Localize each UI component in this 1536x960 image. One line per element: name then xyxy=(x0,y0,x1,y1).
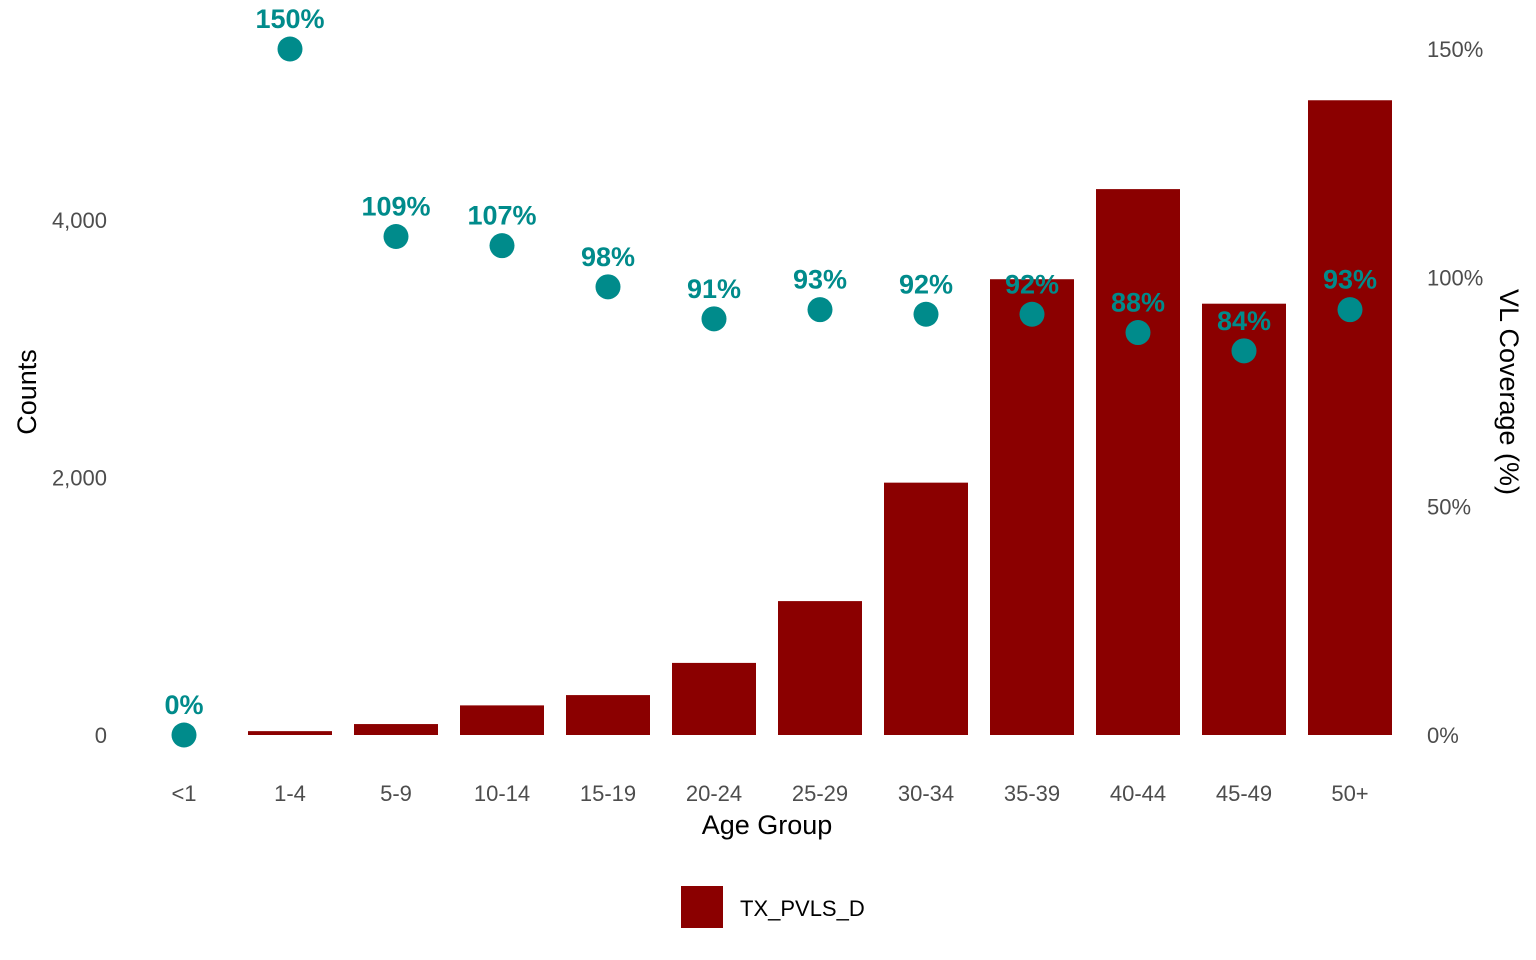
y-axis-left-ticks: 0 2,000 4,000 xyxy=(52,208,107,748)
x-tick-label: 1-4 xyxy=(274,781,306,806)
bar-series xyxy=(248,100,1392,736)
point-label-1-4: 150% xyxy=(255,4,324,34)
point-label-50+: 93% xyxy=(1323,265,1377,295)
point-40-44 xyxy=(1125,320,1151,346)
x-tick-label: 50+ xyxy=(1331,781,1368,806)
y-right-tick-label: 50% xyxy=(1427,494,1471,519)
x-tick-label: 5-9 xyxy=(380,781,412,806)
x-tick-label: 35-39 xyxy=(1004,781,1060,806)
point-label-40-44: 88% xyxy=(1111,288,1165,318)
bar-35-39 xyxy=(990,279,1074,735)
x-tick-label: 40-44 xyxy=(1110,781,1166,806)
bar-15-19 xyxy=(566,695,650,735)
bar-40-44 xyxy=(1096,189,1180,736)
x-tick-label: 20-24 xyxy=(686,781,742,806)
point-label-10-14: 107% xyxy=(467,201,536,231)
point-label-5-9: 109% xyxy=(361,192,430,222)
bar-1-4 xyxy=(248,731,332,735)
point-45-49 xyxy=(1231,338,1257,364)
y-axis-right-ticks: 0% 50% 100% 150% xyxy=(1427,37,1483,748)
point-35-39 xyxy=(1019,301,1045,327)
point-label-35-39: 92% xyxy=(1005,269,1059,299)
x-tick-label: 30-34 xyxy=(898,781,954,806)
x-tick-label: 10-14 xyxy=(474,781,530,806)
y-left-tick-label: 4,000 xyxy=(52,208,107,233)
point-10-14 xyxy=(489,233,515,259)
point-label-15-19: 98% xyxy=(581,242,635,272)
legend-label-tx-pvls-d: TX_PVLS_D xyxy=(740,896,865,921)
y-left-tick-label: 0 xyxy=(95,723,107,748)
x-tick-label: 45-49 xyxy=(1216,781,1272,806)
y-right-tick-label: 150% xyxy=(1427,37,1483,62)
x-axis-title: Age Group xyxy=(702,810,833,840)
x-tick-label: 15-19 xyxy=(580,781,636,806)
point-30-34 xyxy=(913,301,939,327)
bar-30-34 xyxy=(884,482,968,735)
y-right-tick-label: 100% xyxy=(1427,266,1483,291)
point-label-45-49: 84% xyxy=(1217,306,1271,336)
legend-key-tx-pvls-d xyxy=(681,886,723,928)
x-axis-ticks: <1 1-4 5-9 10-14 15-19 20-24 25-29 30-34 35-39 40… xyxy=(171,781,1368,806)
bar-45-49 xyxy=(1202,303,1286,735)
point-label-20-24: 91% xyxy=(687,274,741,304)
point-1-4 xyxy=(277,36,303,62)
x-tick-label: 25-29 xyxy=(792,781,848,806)
bar-5-9 xyxy=(354,724,438,735)
point-50+ xyxy=(1337,297,1363,323)
y-axis-right-title: VL Coverage (%) xyxy=(1494,289,1524,495)
point-<1 xyxy=(171,722,197,748)
point-label-<1: 0% xyxy=(164,690,203,720)
bar-25-29 xyxy=(778,601,862,735)
point-25-29 xyxy=(807,297,833,323)
y-left-tick-label: 2,000 xyxy=(52,466,107,491)
point-5-9 xyxy=(383,224,409,250)
y-right-tick-label: 0% xyxy=(1427,723,1459,748)
bar-10-14 xyxy=(460,705,544,735)
point-labels: 0% 150% 109% 107% 98% 91% 93% 92% 92% 88% 84% 93% xyxy=(164,4,1377,720)
x-tick-label: <1 xyxy=(171,781,196,806)
point-series xyxy=(171,36,1363,748)
point-label-30-34: 92% xyxy=(899,269,953,299)
bar-50+ xyxy=(1308,100,1392,735)
point-15-19 xyxy=(595,274,621,300)
point-label-25-29: 93% xyxy=(793,265,847,295)
bar-20-24 xyxy=(672,662,756,735)
y-axis-left-title: Counts xyxy=(12,349,42,435)
legend: TX_PVLS_D xyxy=(681,886,865,928)
point-20-24 xyxy=(701,306,727,332)
